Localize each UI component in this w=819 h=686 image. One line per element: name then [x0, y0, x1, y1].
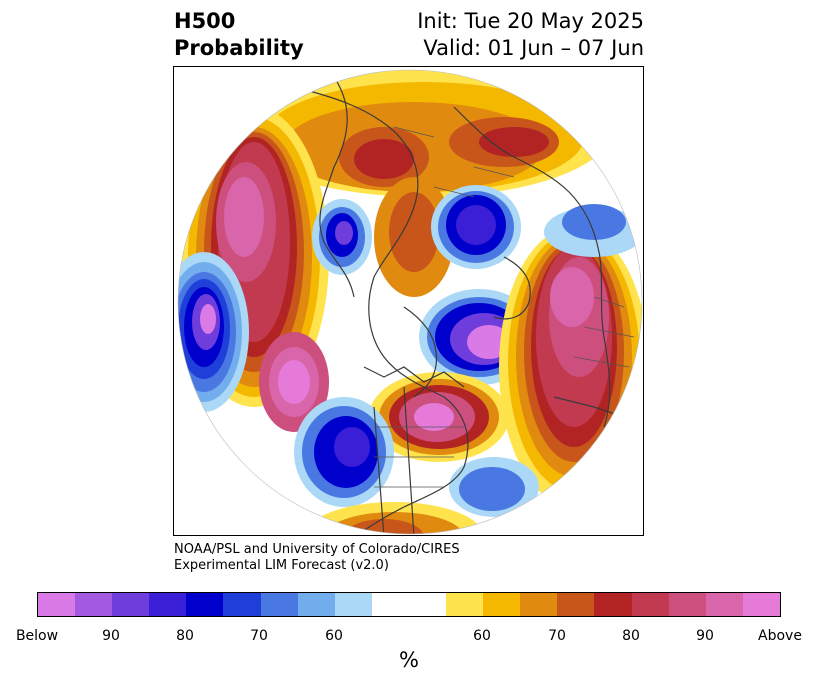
colorbar-segment: [112, 593, 150, 616]
colorbar-segment: [557, 593, 595, 616]
warm-anomaly-bottom: [304, 502, 484, 534]
colorbar-tick-label: Below: [15, 628, 59, 644]
credit: NOAA/PSL and University of Colorado/CIRE…: [174, 542, 460, 574]
colorbar-segment: [631, 593, 669, 616]
cold-anomaly-greenland: [431, 185, 521, 269]
title-left: H500 Probability: [174, 8, 304, 62]
colorbar-segment: [408, 593, 447, 616]
probability-map: [177, 69, 643, 535]
borders: [374, 126, 635, 488]
colorbar-segment: [75, 593, 113, 616]
colorbar-tick-label: Above: [758, 628, 802, 644]
colorbar-tick-label: 70: [250, 628, 268, 644]
colorbar-segment: [223, 593, 261, 616]
colorbar-segment: [371, 593, 409, 616]
globe-outline: [177, 69, 643, 535]
colorbar-tick-label: 80: [176, 628, 194, 644]
colorbar-segment: [594, 593, 632, 616]
colorbar-segment: [297, 593, 335, 616]
cold-anomaly-southwest: [294, 397, 394, 507]
colorbar-segment: [483, 593, 521, 616]
colorbar-segment: [446, 593, 484, 616]
colorbar-segment: [38, 593, 76, 616]
map-panel: [173, 66, 644, 536]
colorbar: [37, 592, 781, 617]
colorbar-segment: [260, 593, 298, 616]
colorbar-segment: [705, 593, 743, 616]
title-product: Probability: [174, 36, 304, 60]
colorbar-unit: %: [399, 648, 419, 672]
colorbar-tick-label: 90: [102, 628, 120, 644]
valid-range: Valid: 01 Jun – 07 Jun: [423, 36, 644, 60]
colorbar-segment: [520, 593, 558, 616]
init-date: Init: Tue 20 May 2025: [417, 9, 644, 33]
colorbar-tick-label: 60: [325, 628, 343, 644]
colorbar-tick-label: 90: [696, 628, 714, 644]
credit-line2: Experimental LIM Forecast (v2.0): [174, 558, 389, 573]
colorbar-segment: [742, 593, 780, 616]
title-right: Init: Tue 20 May 2025 Valid: 01 Jun – 07…: [417, 8, 644, 62]
credit-line1: NOAA/PSL and University of Colorado/CIRE…: [174, 542, 460, 557]
colorbar-tick-label: 70: [548, 628, 566, 644]
colorbar-segment: [668, 593, 706, 616]
colorbar-segment: [149, 593, 187, 616]
cold-anomaly-southeast: [449, 457, 539, 517]
colorbar-segment: [334, 593, 372, 616]
colorbar-tick-label: 60: [473, 628, 491, 644]
warm-anomaly-west: [179, 107, 329, 432]
colorbar-tick-label: 80: [622, 628, 640, 644]
title-variable: H500: [174, 9, 236, 33]
colorbar-segment: [186, 593, 224, 616]
warm-anomaly-north: [234, 70, 614, 297]
warm-anomaly-south: [369, 372, 509, 462]
